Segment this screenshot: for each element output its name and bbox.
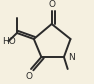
Text: O: O <box>48 0 55 9</box>
Text: HO: HO <box>2 37 16 47</box>
Text: N: N <box>68 52 74 61</box>
Text: O: O <box>26 72 33 81</box>
